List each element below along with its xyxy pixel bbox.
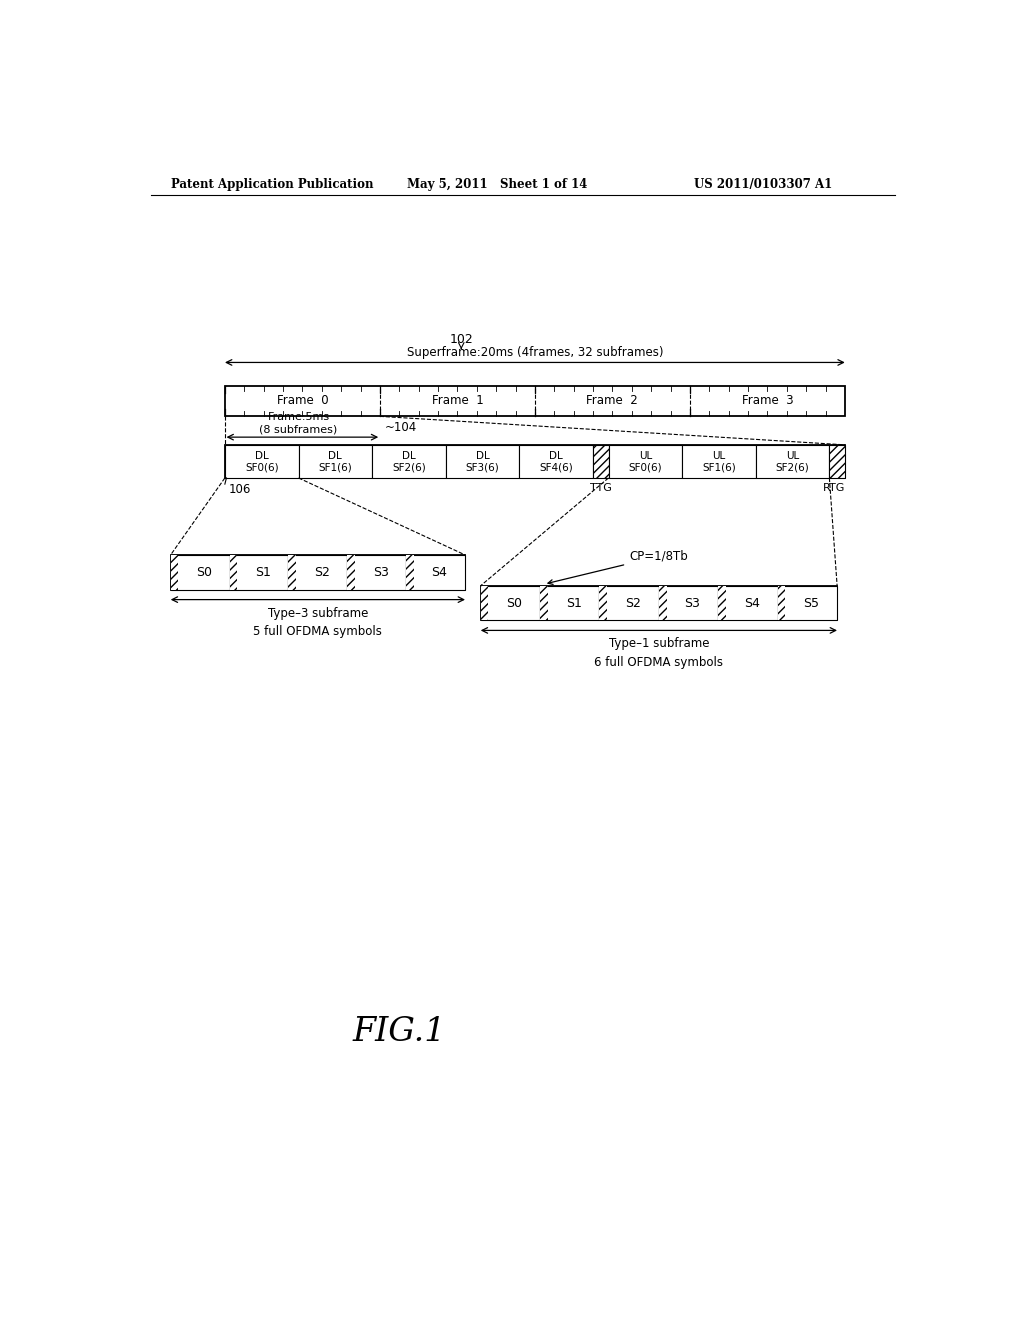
Bar	[519, 445, 593, 478]
Bar	[682, 445, 756, 478]
Text: UL
SF0(6): UL SF0(6)	[629, 450, 663, 473]
Text: UL
SF2(6): UL SF2(6)	[776, 450, 809, 473]
Text: RTG: RTG	[822, 483, 845, 492]
Text: DL
SF0(6): DL SF0(6)	[245, 450, 279, 473]
Text: Frame 3: Frame 3	[741, 395, 794, 408]
Bar	[777, 586, 838, 620]
Text: US 2011/0103307 A1: US 2011/0103307 A1	[693, 178, 831, 190]
Text: DL
SF3(6): DL SF3(6)	[466, 450, 500, 473]
Bar	[299, 445, 372, 478]
Bar	[372, 445, 445, 478]
Bar	[445, 445, 519, 478]
Bar	[540, 586, 548, 620]
Bar	[229, 554, 289, 590]
Bar	[599, 586, 658, 620]
Bar	[171, 554, 178, 590]
Text: Frame 0: Frame 0	[276, 395, 328, 408]
Text: FIG.1: FIG.1	[352, 1016, 446, 1048]
Bar	[480, 586, 488, 620]
Text: ~104: ~104	[385, 421, 417, 434]
Bar	[407, 554, 414, 590]
Text: DL
SF2(6): DL SF2(6)	[392, 450, 426, 473]
Text: Patent Application Publication: Patent Application Publication	[171, 178, 373, 190]
Text: S0: S0	[196, 566, 212, 578]
Text: S2: S2	[313, 566, 330, 578]
Text: 5 full OFDMA symbols: 5 full OFDMA symbols	[253, 626, 382, 638]
Text: S2: S2	[625, 597, 641, 610]
Bar	[225, 445, 845, 478]
Text: S1: S1	[255, 566, 270, 578]
Bar	[229, 554, 238, 590]
Text: 6 full OFDMA symbols: 6 full OFDMA symbols	[594, 656, 723, 669]
Bar	[718, 586, 726, 620]
Text: CP=1/8Tb: CP=1/8Tb	[548, 550, 688, 585]
Text: 102: 102	[450, 333, 473, 346]
Text: Frame:5ms
(8 subframes): Frame:5ms (8 subframes)	[259, 412, 338, 434]
Bar	[347, 554, 355, 590]
Text: Type–1 subframe: Type–1 subframe	[608, 638, 710, 651]
Bar	[480, 586, 838, 620]
Bar	[540, 586, 599, 620]
Bar	[599, 586, 607, 620]
Bar	[658, 586, 718, 620]
Text: S0: S0	[506, 597, 522, 610]
Text: S4: S4	[744, 597, 760, 610]
Bar	[347, 554, 407, 590]
Bar	[718, 586, 777, 620]
Text: Superframe:20ms (4frames, 32 subframes): Superframe:20ms (4frames, 32 subframes)	[407, 346, 664, 359]
Text: S3: S3	[684, 597, 700, 610]
Bar	[225, 385, 845, 416]
Bar	[777, 586, 785, 620]
Text: UL
SF1(6): UL SF1(6)	[702, 450, 736, 473]
Text: Frame 1: Frame 1	[431, 395, 483, 408]
Text: S5: S5	[803, 597, 819, 610]
Bar	[289, 554, 296, 590]
Bar	[225, 445, 299, 478]
Text: TTG: TTG	[590, 483, 611, 492]
Text: S3: S3	[373, 566, 388, 578]
Text: Type–3 subframe: Type–3 subframe	[267, 607, 368, 619]
Bar	[756, 445, 829, 478]
Bar	[289, 554, 347, 590]
Text: DL
SF1(6): DL SF1(6)	[318, 450, 352, 473]
Text: DL
SF4(6): DL SF4(6)	[540, 450, 573, 473]
Bar	[829, 445, 845, 478]
Bar	[171, 554, 229, 590]
Text: 106: 106	[228, 483, 251, 495]
Text: May 5, 2011   Sheet 1 of 14: May 5, 2011 Sheet 1 of 14	[407, 178, 588, 190]
Text: S1: S1	[565, 597, 582, 610]
Bar	[171, 554, 465, 590]
Text: Frame 2: Frame 2	[587, 395, 638, 408]
Text: S4: S4	[431, 566, 447, 578]
Bar	[593, 445, 608, 478]
Bar	[407, 554, 465, 590]
Bar	[608, 445, 682, 478]
Bar	[658, 586, 667, 620]
Bar	[480, 586, 540, 620]
